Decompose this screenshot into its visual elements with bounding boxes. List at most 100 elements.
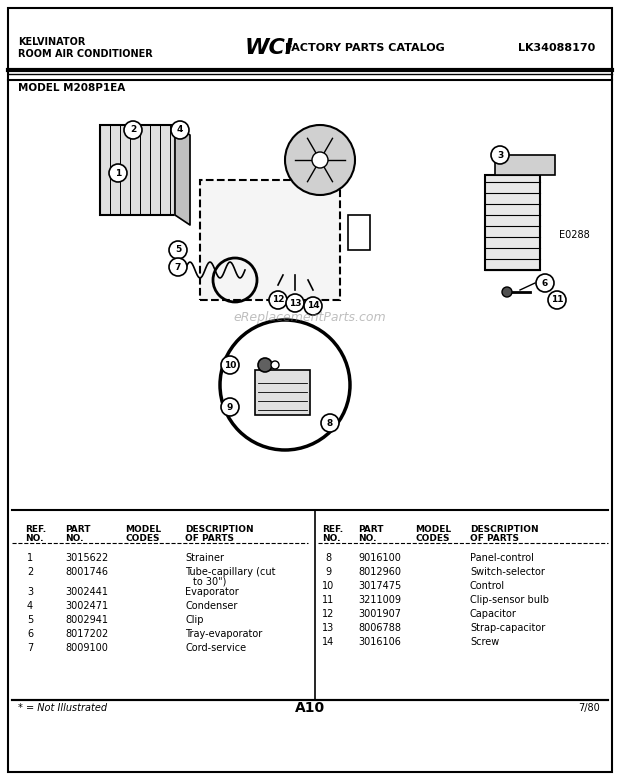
Text: OF PARTS: OF PARTS <box>470 534 519 543</box>
Text: Clip: Clip <box>185 615 203 625</box>
Text: 12: 12 <box>272 296 284 304</box>
Text: NO.: NO. <box>358 534 376 543</box>
Text: 13: 13 <box>289 299 301 307</box>
Circle shape <box>536 274 554 292</box>
Text: REF.: REF. <box>25 525 46 534</box>
Text: 11: 11 <box>322 595 334 605</box>
Circle shape <box>304 297 322 315</box>
Circle shape <box>221 356 239 374</box>
Circle shape <box>491 146 509 164</box>
Text: 8001746: 8001746 <box>65 567 108 577</box>
Text: NO.: NO. <box>25 534 43 543</box>
Text: LK34088170: LK34088170 <box>518 43 595 53</box>
Text: Strap-capacitor: Strap-capacitor <box>470 623 545 633</box>
Circle shape <box>321 414 339 432</box>
Text: PART: PART <box>65 525 91 534</box>
Bar <box>348 215 370 250</box>
Text: 3017475: 3017475 <box>358 581 401 591</box>
Circle shape <box>221 398 239 416</box>
Text: * = Not Illustrated: * = Not Illustrated <box>18 703 107 713</box>
Text: ROOM AIR CONDITIONER: ROOM AIR CONDITIONER <box>18 49 153 59</box>
Text: Cord-service: Cord-service <box>185 643 246 653</box>
Bar <box>200 180 340 300</box>
Text: Tray-evaporator: Tray-evaporator <box>185 629 262 639</box>
Text: 3001907: 3001907 <box>358 609 401 619</box>
Text: 8: 8 <box>327 419 333 427</box>
Circle shape <box>171 121 189 139</box>
FancyBboxPatch shape <box>485 175 540 270</box>
Text: KELVINATOR: KELVINATOR <box>18 37 86 47</box>
Text: 3015622: 3015622 <box>65 553 108 563</box>
Text: Screw: Screw <box>470 637 499 647</box>
Text: 8012960: 8012960 <box>358 567 401 577</box>
Text: 5: 5 <box>175 246 181 254</box>
Circle shape <box>169 258 187 276</box>
Circle shape <box>548 291 566 309</box>
Circle shape <box>258 358 272 372</box>
Text: 2: 2 <box>130 126 136 134</box>
Circle shape <box>169 241 187 259</box>
Text: REF.: REF. <box>322 525 343 534</box>
Text: 8006788: 8006788 <box>358 623 401 633</box>
Text: DESCRIPTION: DESCRIPTION <box>470 525 539 534</box>
Text: 3211009: 3211009 <box>358 595 401 605</box>
Text: 8: 8 <box>325 553 331 563</box>
Text: 8002941: 8002941 <box>65 615 108 625</box>
Text: 6: 6 <box>542 278 548 288</box>
Text: 9016100: 9016100 <box>358 553 401 563</box>
Text: 4: 4 <box>27 601 33 611</box>
Circle shape <box>312 152 328 168</box>
Text: 3002441: 3002441 <box>65 587 108 597</box>
Text: 7/80: 7/80 <box>578 703 600 713</box>
Text: 9: 9 <box>227 402 233 412</box>
Text: Strainer: Strainer <box>185 553 224 563</box>
Text: 6: 6 <box>27 629 33 639</box>
Circle shape <box>109 164 127 182</box>
Text: FACTORY PARTS CATALOG: FACTORY PARTS CATALOG <box>285 43 445 53</box>
FancyBboxPatch shape <box>100 125 175 215</box>
Circle shape <box>269 291 287 309</box>
Text: 7: 7 <box>175 263 181 271</box>
Text: 10: 10 <box>224 360 236 370</box>
Text: A10: A10 <box>295 701 325 715</box>
Text: OF PARTS: OF PARTS <box>185 534 234 543</box>
Text: 13: 13 <box>322 623 334 633</box>
Text: NO.: NO. <box>65 534 84 543</box>
Text: 2: 2 <box>27 567 33 577</box>
Text: Panel-control: Panel-control <box>470 553 534 563</box>
Circle shape <box>285 125 355 195</box>
Text: WCI: WCI <box>245 38 294 58</box>
Text: 14: 14 <box>307 302 319 310</box>
Text: NO.: NO. <box>322 534 340 543</box>
Text: Clip-sensor bulb: Clip-sensor bulb <box>470 595 549 605</box>
Text: Capacitor: Capacitor <box>470 609 517 619</box>
Text: 7: 7 <box>27 643 33 653</box>
Text: to 30"): to 30") <box>193 577 226 587</box>
Text: E0288: E0288 <box>559 230 590 240</box>
Text: 12: 12 <box>322 609 334 619</box>
Text: PART: PART <box>358 525 384 534</box>
Text: DESCRIPTION: DESCRIPTION <box>185 525 254 534</box>
Text: 8009100: 8009100 <box>65 643 108 653</box>
Text: 8017202: 8017202 <box>65 629 108 639</box>
Text: 9: 9 <box>325 567 331 577</box>
Circle shape <box>220 320 350 450</box>
Text: CODES: CODES <box>415 534 450 543</box>
Text: MODEL: MODEL <box>415 525 451 534</box>
Text: 3016106: 3016106 <box>358 637 401 647</box>
Text: Control: Control <box>470 581 505 591</box>
Text: 14: 14 <box>322 637 334 647</box>
FancyBboxPatch shape <box>495 155 555 175</box>
Polygon shape <box>175 125 190 225</box>
Text: 3: 3 <box>27 587 33 597</box>
Text: MODEL: MODEL <box>125 525 161 534</box>
Text: eReplacementParts.com: eReplacementParts.com <box>234 311 386 324</box>
Circle shape <box>502 287 512 297</box>
Circle shape <box>286 294 304 312</box>
Text: Evaporator: Evaporator <box>185 587 239 597</box>
Text: 4: 4 <box>177 126 183 134</box>
Text: CODES: CODES <box>125 534 159 543</box>
Circle shape <box>271 361 279 369</box>
Text: 1: 1 <box>27 553 33 563</box>
Text: 10: 10 <box>322 581 334 591</box>
